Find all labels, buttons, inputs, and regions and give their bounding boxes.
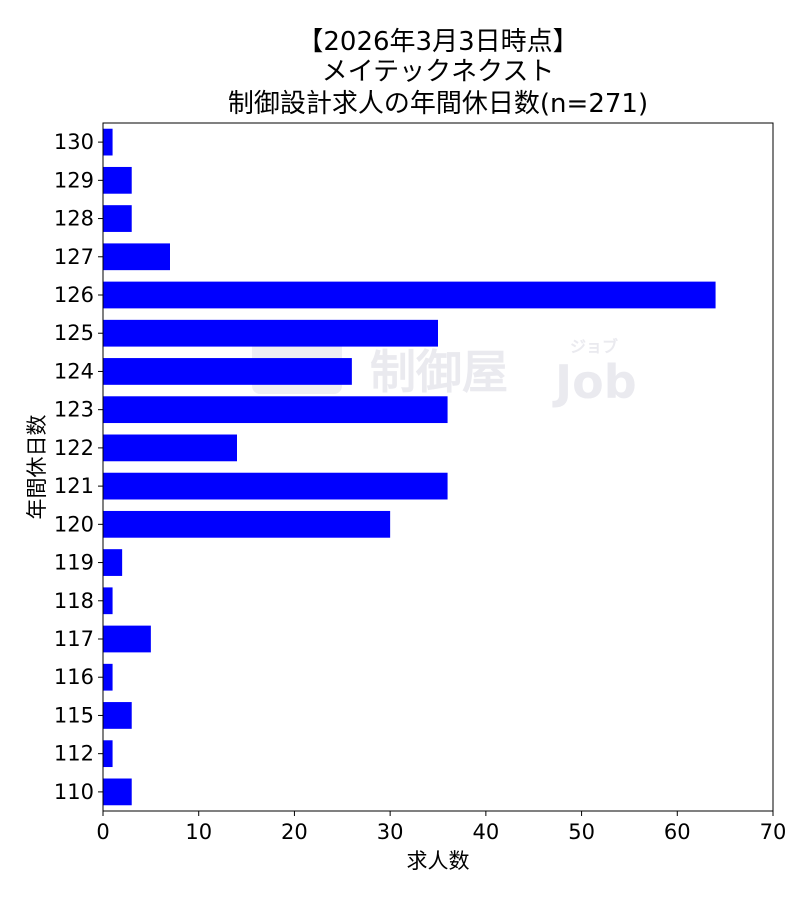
bar-125 <box>103 319 438 347</box>
bar-121 <box>103 472 448 500</box>
svg-text:Job: Job <box>552 355 637 409</box>
bar-130 <box>103 128 113 156</box>
y-tick-label-115: 115 <box>54 703 94 727</box>
bar-117 <box>103 625 151 653</box>
y-tick-label-127: 127 <box>54 245 94 269</box>
plot-area-frame <box>102 122 774 812</box>
svg-text:ジョブ: ジョブ <box>570 337 618 356</box>
bar-120 <box>103 510 391 538</box>
y-axis-label: 年間休日数 <box>25 415 49 520</box>
x-tick-label-10: 10 <box>185 820 212 844</box>
bar-116 <box>103 663 113 691</box>
x-tick-label-0: 0 <box>96 820 109 844</box>
chart-title: 【2026年3月3日時点】 メイテックネクスト 制御設計求人の年間休日数(n=2… <box>228 27 648 119</box>
y-tick-label-129: 129 <box>54 168 94 192</box>
svg-text:制御屋: 制御屋 <box>370 345 508 399</box>
x-axis-ticks: 0 10 20 30 40 50 60 70 <box>96 811 786 844</box>
x-axis-label: 求人数 <box>407 849 470 873</box>
bars-group <box>103 128 716 806</box>
bar-123 <box>103 396 448 424</box>
y-tick-label-110: 110 <box>54 780 94 804</box>
x-tick-label-40: 40 <box>472 820 499 844</box>
x-tick-label-20: 20 <box>281 820 308 844</box>
y-tick-label-130: 130 <box>54 130 94 154</box>
x-tick-label-50: 50 <box>568 820 595 844</box>
y-tick-label-117: 117 <box>54 627 94 651</box>
bar-112 <box>103 740 113 768</box>
y-axis-ticks: 110 112 115 116 117 118 119 120 121 122 123 124 125 1… <box>54 130 103 804</box>
bar-129 <box>103 166 132 194</box>
y-tick-label-125: 125 <box>54 321 94 345</box>
title-line-1: 【2026年3月3日時点】 <box>297 27 578 57</box>
y-tick-label-126: 126 <box>54 283 94 307</box>
y-tick-label-121: 121 <box>54 474 94 498</box>
y-tick-label-119: 119 <box>54 551 94 575</box>
y-tick-label-112: 112 <box>54 742 94 766</box>
y-tick-label-116: 116 <box>54 665 94 689</box>
bar-127 <box>103 243 170 271</box>
bar-115 <box>103 702 132 729</box>
bar-128 <box>103 205 132 232</box>
x-tick-label-30: 30 <box>377 820 404 844</box>
title-line-3: 制御設計求人の年間休日数(n=271) <box>228 89 648 119</box>
y-tick-label-128: 128 <box>54 207 94 231</box>
y-tick-label-124: 124 <box>54 359 94 383</box>
bar-110 <box>103 778 132 806</box>
y-tick-label-118: 118 <box>54 589 94 613</box>
y-tick-label-123: 123 <box>54 398 94 422</box>
bar-118 <box>103 587 113 615</box>
title-line-2: メイテックネクスト <box>322 57 555 87</box>
x-tick-label-70: 70 <box>760 820 787 844</box>
bar-126 <box>103 281 716 309</box>
bar-124 <box>103 358 352 385</box>
x-tick-label-60: 60 <box>664 820 691 844</box>
y-tick-label-120: 120 <box>54 512 94 536</box>
y-tick-label-122: 122 <box>54 436 94 460</box>
bar-119 <box>103 549 123 576</box>
bar-122 <box>103 434 237 462</box>
